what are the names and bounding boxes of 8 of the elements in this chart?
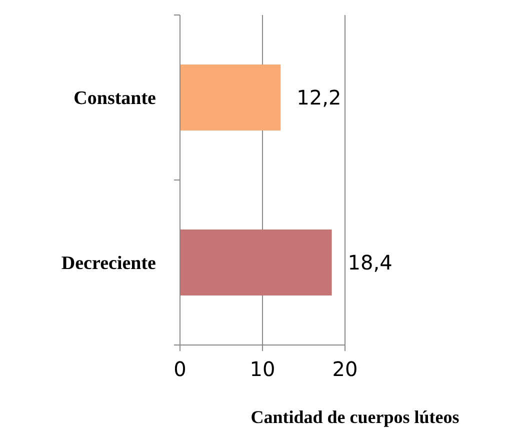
x-axis-title: Cantidad de cuerpos lúteos bbox=[250, 407, 460, 427]
data-label: 18,4 bbox=[348, 250, 392, 274]
y-tick-label: Decreciente bbox=[61, 253, 156, 274]
y-tick-label: Constante bbox=[74, 88, 156, 110]
x-tick-label: 20 bbox=[332, 357, 358, 381]
data-label: 12,2 bbox=[296, 86, 342, 110]
x-tick-label: 10 bbox=[250, 357, 276, 381]
x-tick-label: 0 bbox=[174, 357, 186, 381]
